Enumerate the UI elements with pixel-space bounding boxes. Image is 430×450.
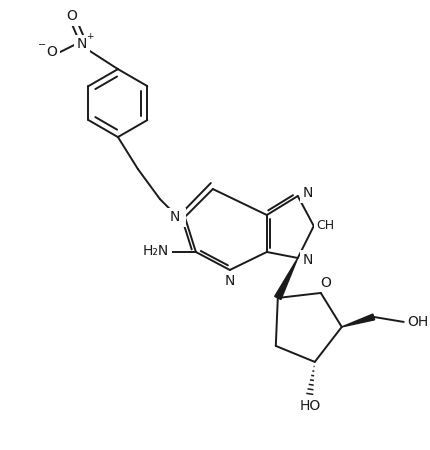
Text: N: N	[303, 253, 313, 267]
Text: OH: OH	[407, 315, 428, 329]
Text: O: O	[67, 9, 77, 23]
Text: −: −	[38, 40, 46, 50]
Text: N: N	[170, 210, 180, 224]
Polygon shape	[342, 314, 375, 327]
Text: O: O	[172, 210, 183, 224]
Text: O: O	[46, 45, 57, 59]
Text: +: +	[86, 32, 94, 40]
Text: CH: CH	[317, 220, 335, 233]
Text: O: O	[320, 276, 331, 290]
Text: N: N	[224, 274, 235, 288]
Text: HO: HO	[299, 399, 320, 413]
Text: H₂N: H₂N	[143, 244, 169, 258]
Text: N: N	[303, 186, 313, 200]
Polygon shape	[275, 258, 298, 300]
Text: N: N	[77, 37, 87, 51]
